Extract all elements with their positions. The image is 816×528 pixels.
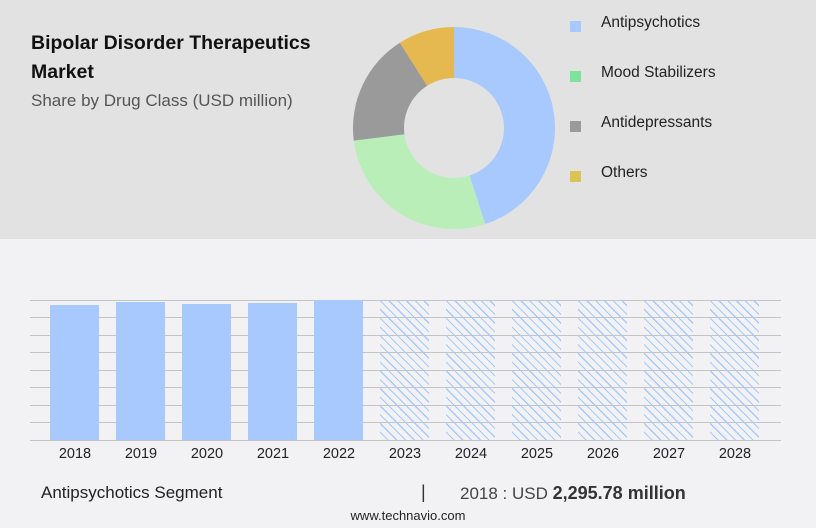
year-prefix: 2018 : USD xyxy=(460,484,548,503)
legend-swatch-icon xyxy=(570,171,581,182)
bar-2025 xyxy=(512,300,561,440)
bar-2020 xyxy=(182,304,231,440)
x-tick-label: 2026 xyxy=(586,446,620,462)
bar-2027 xyxy=(644,300,693,440)
donut-slice-others xyxy=(399,27,454,86)
x-tick-label: 2027 xyxy=(652,446,686,462)
chart-subtitle: Share by Drug Class (USD million) xyxy=(31,91,293,110)
segment-label: Antipsychotics Segment xyxy=(41,483,223,502)
legend-swatch-icon xyxy=(570,121,581,132)
donut-slice-antipsychotics xyxy=(454,27,555,225)
x-tick-label: 2025 xyxy=(520,446,554,462)
value-highlight: 2,295.78 million xyxy=(552,483,686,503)
bar-chart: 2018 2019 2020 2021 2022 2023 2024 2025 2026 2027… xyxy=(0,290,816,470)
legend-label: Antidepressants xyxy=(601,114,713,131)
legend-label: Antipsychotics xyxy=(601,14,701,31)
bar-2028 xyxy=(710,300,759,440)
footer-separator: | xyxy=(421,482,426,502)
bar-2018 xyxy=(50,305,99,440)
x-tick-label: 2022 xyxy=(322,446,356,462)
website-link[interactable]: www.technavio.com xyxy=(350,508,466,523)
x-tick-label: 2018 xyxy=(58,446,92,462)
x-tick-label: 2020 xyxy=(190,446,224,462)
gridline xyxy=(30,440,781,441)
bar-2022 xyxy=(314,300,363,440)
donut-slice-antidepressants xyxy=(353,42,428,141)
segment-value: 2018 : USD 2,295.78 million xyxy=(460,483,686,504)
x-tick-label: 2028 xyxy=(718,446,752,462)
bar-2019 xyxy=(116,302,165,440)
legend-label: Mood Stabilizers xyxy=(601,64,716,81)
bar-2024 xyxy=(446,300,495,440)
legend-label: Others xyxy=(601,164,648,181)
bar-2023 xyxy=(380,300,429,440)
x-tick-label: 2019 xyxy=(124,446,158,462)
donut-chart xyxy=(353,27,555,229)
x-tick-label: 2021 xyxy=(256,446,290,462)
x-tick-label: 2024 xyxy=(454,446,488,462)
legend-swatch-icon xyxy=(570,21,581,32)
bar-2026 xyxy=(578,300,627,440)
chart-title: Bipolar Disorder Therapeutics Market xyxy=(31,32,311,83)
bar-2021 xyxy=(248,303,297,440)
donut-slice-mood-stabilizers xyxy=(353,134,486,229)
legend-swatch-icon xyxy=(570,71,581,82)
x-tick-label: 2023 xyxy=(388,446,422,462)
